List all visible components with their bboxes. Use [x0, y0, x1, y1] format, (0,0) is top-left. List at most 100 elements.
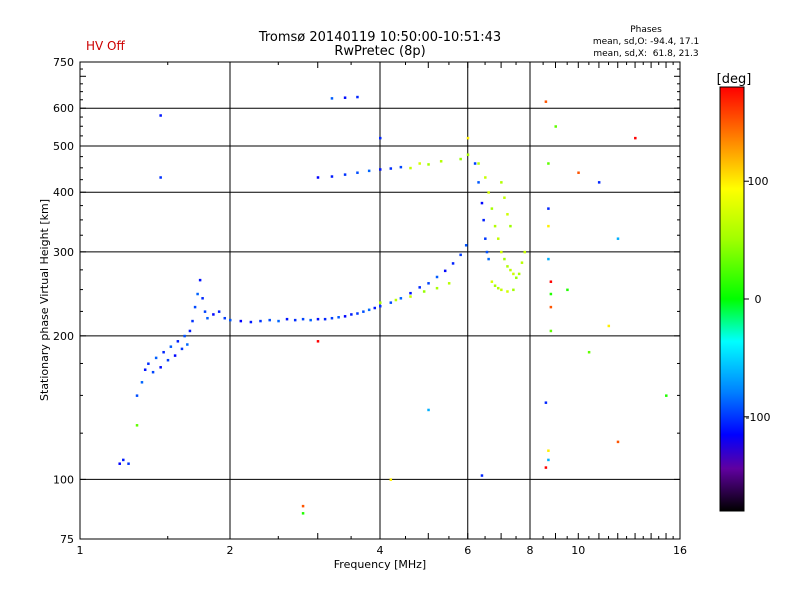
data-point	[135, 394, 139, 397]
data-point	[350, 313, 353, 316]
data-point	[159, 114, 162, 117]
stats-line-x: mean, sd,X: 61.8, 21.3	[593, 49, 698, 59]
data-point	[493, 224, 497, 228]
data-point	[493, 284, 497, 287]
data-point	[512, 272, 515, 276]
data-point	[665, 394, 668, 397]
x-tick-labels: 1 2 4 6 8 10 16	[77, 544, 688, 557]
data-point	[316, 317, 320, 321]
y-tick-labels: 75 100 200 300 400 500 600 750	[53, 56, 74, 546]
data-point	[343, 96, 347, 99]
data-point	[466, 153, 470, 156]
data-point	[459, 253, 462, 257]
data-point	[356, 312, 359, 315]
data-point	[343, 315, 347, 318]
data-point	[229, 318, 232, 322]
x-tick-label: 4	[377, 544, 384, 557]
data-point	[309, 318, 312, 322]
x-tick-label: 2	[227, 544, 234, 557]
data-point	[427, 408, 430, 412]
data-point	[547, 207, 550, 210]
data-point	[301, 512, 305, 515]
colorbar-tick-label: 100	[748, 175, 769, 188]
data-point	[427, 282, 430, 285]
data-point	[206, 316, 209, 320]
colorbar-label: [deg]	[717, 72, 752, 87]
stats-heading: Phases	[630, 25, 662, 35]
data-point	[480, 474, 484, 477]
data-point	[509, 224, 512, 228]
data-point	[140, 381, 144, 384]
data-point	[435, 286, 439, 290]
data-point	[217, 310, 221, 313]
data-point	[143, 368, 147, 371]
data-point	[203, 310, 207, 313]
data-point	[166, 358, 170, 362]
data-point	[500, 288, 503, 292]
data-point	[549, 292, 553, 296]
data-point	[544, 466, 548, 469]
data-point	[151, 370, 155, 374]
data-point	[503, 196, 506, 199]
data-point	[496, 286, 500, 290]
x-axis-label: Frequency [MHz]	[334, 558, 426, 571]
colorbar	[719, 86, 745, 512]
grid-lines	[80, 62, 680, 539]
data-point	[418, 286, 421, 289]
data-point	[399, 297, 403, 300]
data-point	[316, 176, 320, 179]
data-point	[379, 301, 382, 304]
data-point	[451, 262, 455, 265]
x-tick-label: 1	[77, 544, 84, 557]
data-point	[459, 157, 462, 161]
data-point	[477, 162, 480, 165]
data-point	[196, 292, 199, 296]
data-point	[547, 458, 550, 462]
data-point	[183, 334, 186, 338]
data-point	[634, 136, 637, 140]
data-point	[515, 276, 518, 280]
data-point	[422, 290, 426, 293]
data-point	[259, 319, 262, 323]
data-point	[554, 125, 557, 128]
data-point	[490, 207, 494, 210]
data-point	[473, 162, 477, 165]
data-point	[389, 167, 393, 170]
y-tick-label: 75	[60, 533, 74, 546]
data-point	[490, 280, 494, 283]
data-point	[484, 237, 487, 240]
data-point	[389, 478, 393, 481]
data-point	[399, 165, 403, 169]
data-point	[496, 237, 500, 240]
data-point	[268, 318, 271, 322]
data-point	[379, 168, 382, 171]
y-tick-label: 400	[53, 186, 74, 199]
data-point	[180, 347, 184, 351]
data-point	[466, 136, 470, 140]
data-point	[186, 343, 189, 346]
data-point	[277, 319, 280, 323]
data-point	[482, 218, 485, 222]
data-point	[173, 354, 177, 357]
data-point	[409, 291, 412, 295]
x-tick-label: 6	[464, 544, 471, 557]
x-tick-label: 16	[673, 544, 687, 557]
data-point	[549, 280, 553, 283]
data-point	[356, 171, 359, 174]
data-point	[293, 318, 297, 322]
status-label: HV Off	[86, 39, 125, 53]
y-tick-label: 300	[53, 246, 74, 259]
data-point	[597, 181, 601, 184]
stats-line-o: mean, sd,O: -94.4, 17.1	[593, 37, 699, 47]
data-point	[547, 224, 550, 228]
data-point	[517, 272, 521, 276]
data-point	[159, 176, 162, 179]
data-point	[549, 329, 553, 333]
data-point	[330, 97, 334, 100]
data-point	[201, 297, 204, 300]
data-point	[330, 316, 334, 320]
y-tick-label: 100	[53, 473, 74, 486]
data-point	[239, 319, 243, 323]
data-point	[212, 313, 215, 316]
